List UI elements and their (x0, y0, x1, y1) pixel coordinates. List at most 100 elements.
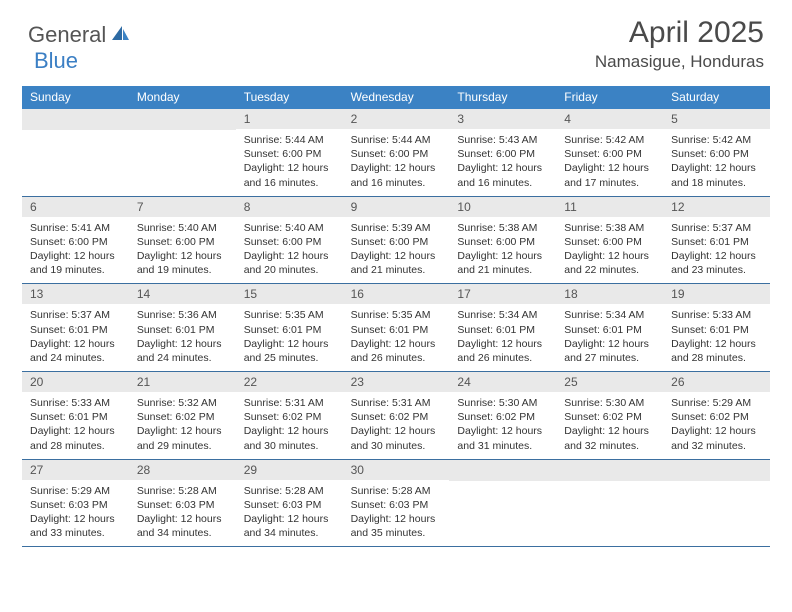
day-cell: 8Sunrise: 5:40 AMSunset: 6:00 PMDaylight… (236, 197, 343, 284)
day-body: Sunrise: 5:39 AMSunset: 6:00 PMDaylight:… (343, 217, 450, 284)
empty-day-number (663, 460, 770, 481)
sunrise-line: Sunrise: 5:43 AM (457, 133, 548, 147)
sunset-line: Sunset: 6:02 PM (671, 410, 762, 424)
header: General April 2025 Namasigue, Honduras (0, 0, 792, 80)
dow-cell: Sunday (22, 86, 129, 109)
daylight-line: Daylight: 12 hours and 26 minutes. (457, 337, 548, 365)
day-cell (663, 460, 770, 547)
day-cell: 28Sunrise: 5:28 AMSunset: 6:03 PMDayligh… (129, 460, 236, 547)
day-number: 27 (22, 460, 129, 480)
day-number: 5 (663, 109, 770, 129)
day-body: Sunrise: 5:37 AMSunset: 6:01 PMDaylight:… (663, 217, 770, 284)
day-cell: 20Sunrise: 5:33 AMSunset: 6:01 PMDayligh… (22, 372, 129, 459)
week-row: 13Sunrise: 5:37 AMSunset: 6:01 PMDayligh… (22, 284, 770, 372)
day-cell: 16Sunrise: 5:35 AMSunset: 6:01 PMDayligh… (343, 284, 450, 371)
sunset-line: Sunset: 6:01 PM (671, 323, 762, 337)
sunset-line: Sunset: 6:01 PM (30, 323, 121, 337)
day-number: 12 (663, 197, 770, 217)
sunset-line: Sunset: 6:02 PM (137, 410, 228, 424)
sunset-line: Sunset: 6:02 PM (564, 410, 655, 424)
sunrise-line: Sunrise: 5:37 AM (671, 221, 762, 235)
day-cell: 15 Sunrise: 5:35 AMSunset: 6:01 PMDayligh… (236, 284, 343, 371)
day-body: Sunrise: 5:29 AMSunset: 6:02 PMDaylight:… (663, 392, 770, 459)
day-cell: 22Sunrise: 5:31 AMSunset: 6:02 PMDayligh… (236, 372, 343, 459)
sunrise-line: Sunrise: 5:38 AM (564, 221, 655, 235)
sunrise-line: Sunrise: 5:32 AM (137, 396, 228, 410)
sunrise-line: Sunrise: 5:35 AM (244, 308, 335, 322)
daylight-line: Daylight: 12 hours and 34 minutes. (137, 512, 228, 540)
daylight-line: Daylight: 12 hours and 21 minutes. (457, 249, 548, 277)
day-body: Sunrise: 5:41 AMSunset: 6:00 PMDaylight:… (22, 217, 129, 284)
sunset-line: Sunset: 6:01 PM (351, 323, 442, 337)
sunset-line: Sunset: 6:01 PM (137, 323, 228, 337)
day-number: 26 (663, 372, 770, 392)
sunrise-line: Sunrise: 5:42 AM (671, 133, 762, 147)
day-cell: 10Sunrise: 5:38 AMSunset: 6:00 PMDayligh… (449, 197, 556, 284)
daylight-line: Daylight: 12 hours and 34 minutes. (244, 512, 335, 540)
sunrise-line: Sunrise: 5:31 AM (244, 396, 335, 410)
day-number: 17 (449, 284, 556, 304)
empty-day-number (449, 460, 556, 481)
daylight-line: Daylight: 12 hours and 23 minutes. (671, 249, 762, 277)
sunrise-line: Sunrise: 5:29 AM (30, 484, 121, 498)
calendar: SundayMondayTuesdayWednesdayThursdayFrid… (22, 86, 770, 547)
sunset-line: Sunset: 6:00 PM (244, 147, 335, 161)
day-cell: 26Sunrise: 5:29 AMSunset: 6:02 PMDayligh… (663, 372, 770, 459)
day-body: Sunrise: 5:33 AMSunset: 6:01 PMDaylight:… (22, 392, 129, 459)
day-body: Sunrise: 5:42 AMSunset: 6:00 PMDaylight:… (663, 129, 770, 196)
day-body: Sunrise: 5:34 AMSunset: 6:01 PMDaylight:… (556, 304, 663, 371)
empty-day-number (129, 109, 236, 130)
day-cell: 2Sunrise: 5:44 AMSunset: 6:00 PMDaylight… (343, 109, 450, 196)
day-cell: 27Sunrise: 5:29 AMSunset: 6:03 PMDayligh… (22, 460, 129, 547)
day-number: 23 (343, 372, 450, 392)
day-body: Sunrise: 5:40 AMSunset: 6:00 PMDaylight:… (129, 217, 236, 284)
day-number: 30 (343, 460, 450, 480)
logo: General (28, 22, 132, 48)
dow-cell: Friday (556, 86, 663, 109)
dow-cell: Monday (129, 86, 236, 109)
day-number: 2 (343, 109, 450, 129)
daylight-line: Daylight: 12 hours and 22 minutes. (564, 249, 655, 277)
sunrise-line: Sunrise: 5:42 AM (564, 133, 655, 147)
day-cell: 30Sunrise: 5:28 AMSunset: 6:03 PMDayligh… (343, 460, 450, 547)
daylight-line: Daylight: 12 hours and 25 minutes. (244, 337, 335, 365)
sunset-line: Sunset: 6:00 PM (351, 147, 442, 161)
day-body: Sunrise: 5:32 AMSunset: 6:02 PMDaylight:… (129, 392, 236, 459)
day-number: 11 (556, 197, 663, 217)
sunrise-line: Sunrise: 5:39 AM (351, 221, 442, 235)
day-body: Sunrise: 5:38 AMSunset: 6:00 PMDaylight:… (449, 217, 556, 284)
day-cell: 1Sunrise: 5:44 AMSunset: 6:00 PMDaylight… (236, 109, 343, 196)
day-body: Sunrise: 5:29 AMSunset: 6:03 PMDaylight:… (22, 480, 129, 547)
day-cell (22, 109, 129, 196)
day-cell: 6Sunrise: 5:41 AMSunset: 6:00 PMDaylight… (22, 197, 129, 284)
daylight-line: Daylight: 12 hours and 17 minutes. (564, 161, 655, 189)
sunset-line: Sunset: 6:03 PM (244, 498, 335, 512)
sunset-line: Sunset: 6:02 PM (351, 410, 442, 424)
daylight-line: Daylight: 12 hours and 33 minutes. (30, 512, 121, 540)
dow-cell: Wednesday (343, 86, 450, 109)
day-cell: 13Sunrise: 5:37 AMSunset: 6:01 PMDayligh… (22, 284, 129, 371)
daylight-line: Daylight: 12 hours and 16 minutes. (457, 161, 548, 189)
day-cell: 4Sunrise: 5:42 AMSunset: 6:00 PMDaylight… (556, 109, 663, 196)
sunrise-line: Sunrise: 5:28 AM (351, 484, 442, 498)
day-number: 15 (236, 284, 343, 304)
daylight-line: Daylight: 12 hours and 19 minutes. (137, 249, 228, 277)
sunset-line: Sunset: 6:00 PM (671, 147, 762, 161)
sunset-line: Sunset: 6:03 PM (351, 498, 442, 512)
sunset-line: Sunset: 6:03 PM (30, 498, 121, 512)
day-cell (556, 460, 663, 547)
day-number: 3 (449, 109, 556, 129)
sunset-line: Sunset: 6:01 PM (564, 323, 655, 337)
sunrise-line: Sunrise: 5:34 AM (457, 308, 548, 322)
daylight-line: Daylight: 12 hours and 19 minutes. (30, 249, 121, 277)
logo-blue-wrap: Blue (34, 48, 78, 74)
sunset-line: Sunset: 6:01 PM (244, 323, 335, 337)
daylight-line: Daylight: 12 hours and 16 minutes. (351, 161, 442, 189)
weeks-container: 1Sunrise: 5:44 AMSunset: 6:00 PMDaylight… (22, 109, 770, 547)
sunrise-line: Sunrise: 5:40 AM (244, 221, 335, 235)
sunset-line: Sunset: 6:00 PM (457, 235, 548, 249)
daylight-line: Daylight: 12 hours and 26 minutes. (351, 337, 442, 365)
day-body: Sunrise: 5:35 AMSunset: 6:01 PMDaylight:… (343, 304, 450, 371)
sunset-line: Sunset: 6:00 PM (351, 235, 442, 249)
sunset-line: Sunset: 6:00 PM (564, 147, 655, 161)
